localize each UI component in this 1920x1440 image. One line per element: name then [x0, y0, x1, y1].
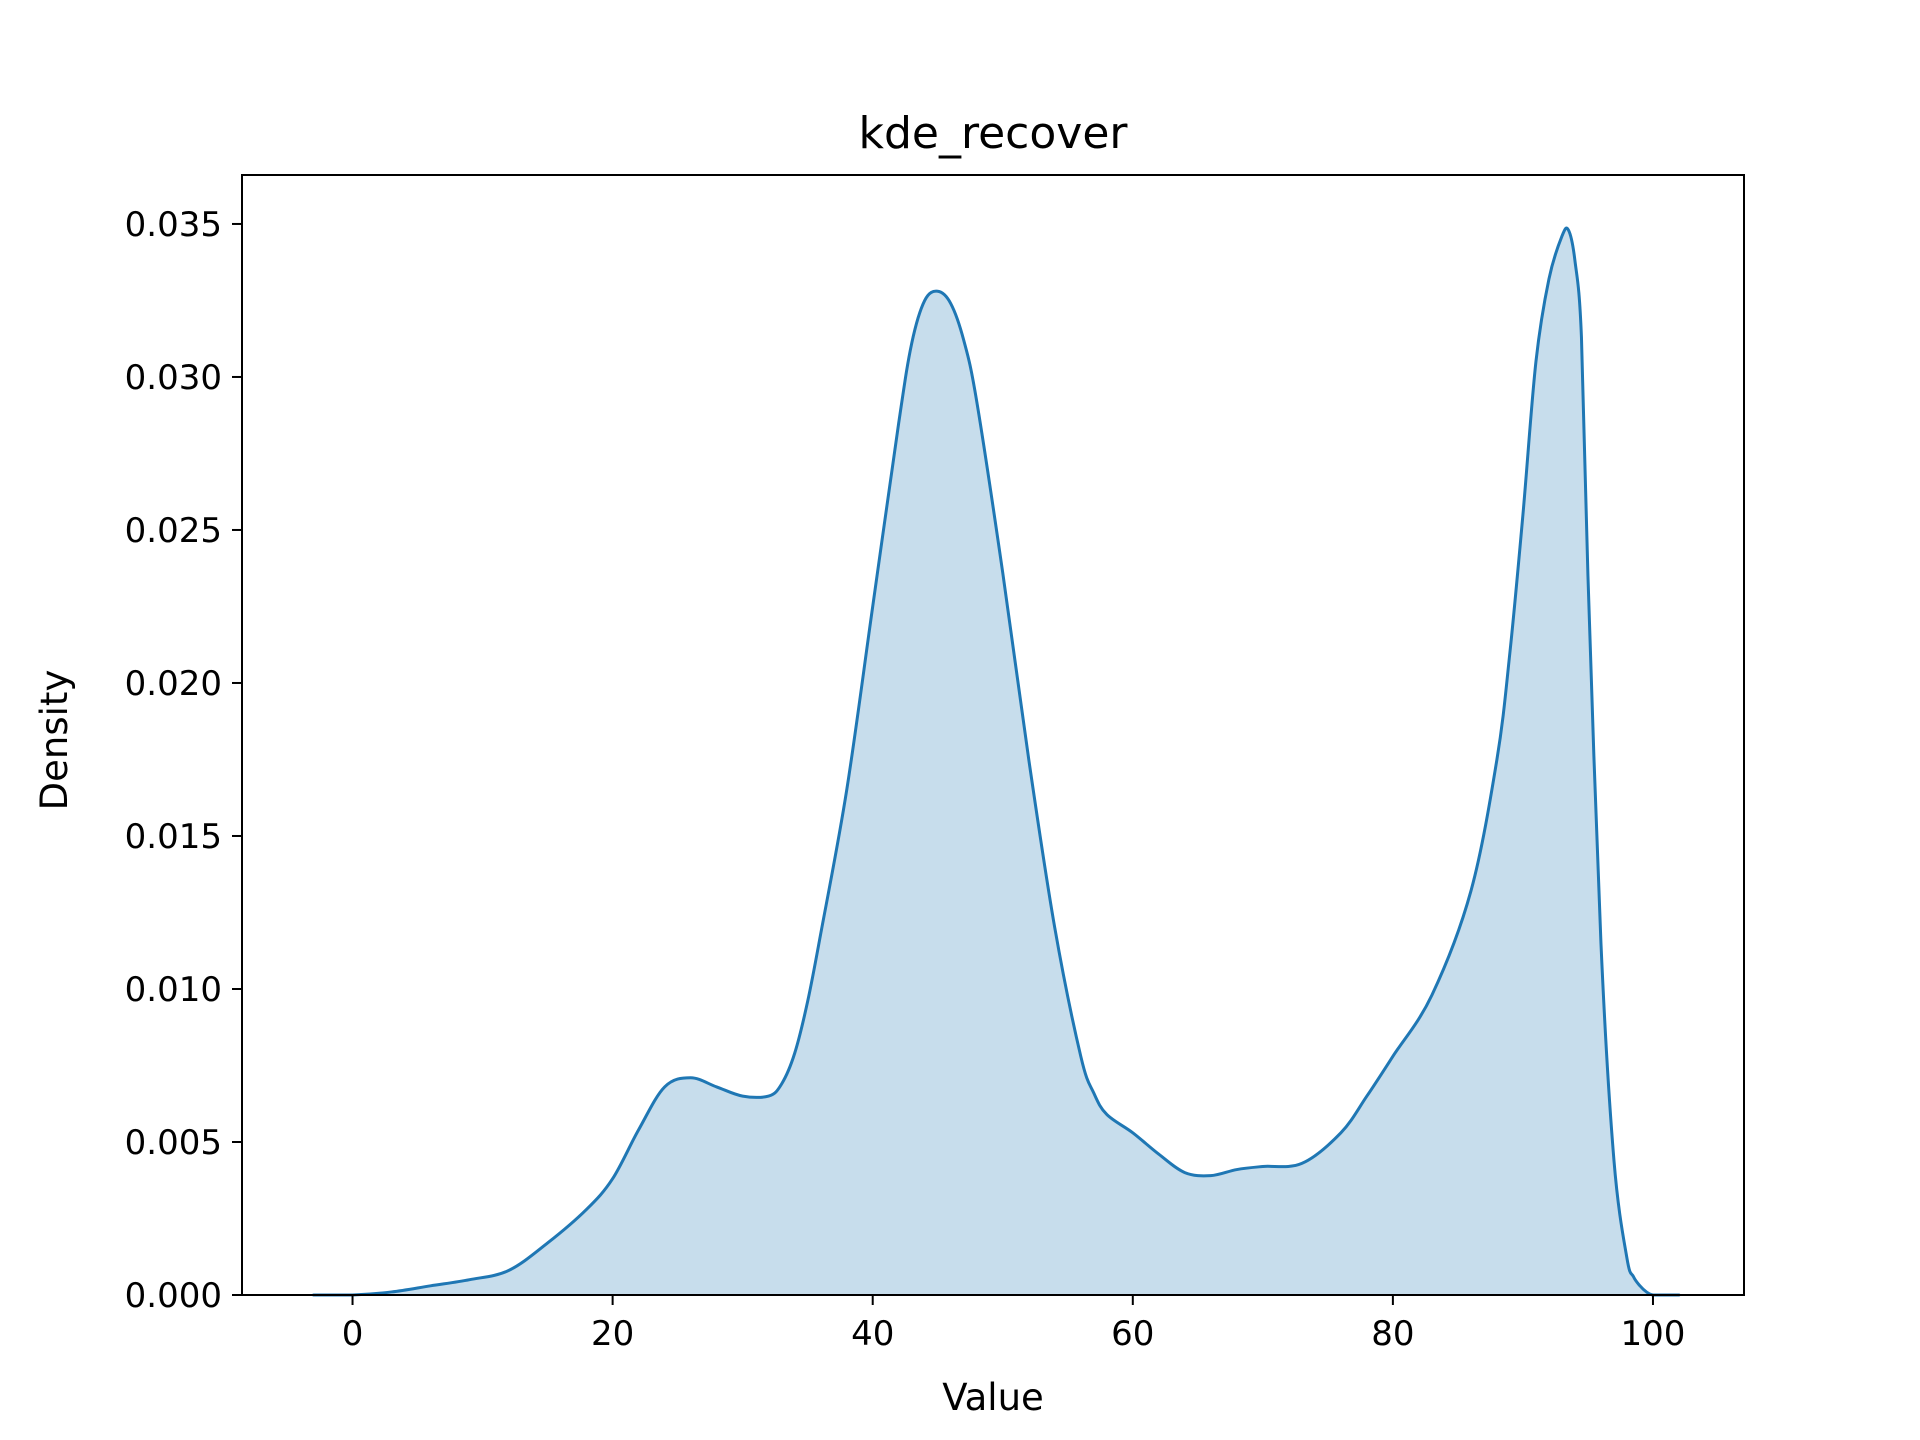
x-tick-label: 0 [342, 1314, 364, 1354]
y-tick-label: 0.015 [125, 817, 222, 857]
plot-area [312, 226, 1681, 1297]
y-tick-label: 0.000 [125, 1276, 222, 1316]
y-tick-label: 0.035 [125, 205, 222, 245]
y-tick-label: 0.020 [125, 664, 222, 704]
x-tick-label: 60 [1111, 1314, 1154, 1354]
x-tick-label: 100 [1621, 1314, 1686, 1354]
y-tick-label: 0.030 [125, 358, 222, 398]
density-curve [312, 226, 1681, 1297]
chart-title: kde_recover [859, 108, 1129, 159]
y-axis-label: Density [33, 670, 76, 811]
y-tick-label: 0.025 [125, 511, 222, 551]
y-tick-label: 0.005 [125, 1123, 222, 1163]
y-axis: 0.000 0.005 0.010 0.015 0.020 0.025 0.030 0.035 [125, 205, 242, 1316]
y-tick-label: 0.010 [125, 970, 222, 1010]
x-axis-label: Value [942, 1376, 1044, 1419]
plot-frame [241, 174, 1745, 1296]
x-axis: 0 20 40 60 80 100 [342, 1295, 1686, 1354]
x-tick-label: 40 [851, 1314, 894, 1354]
x-tick-label: 20 [591, 1314, 634, 1354]
density-area-fill [313, 228, 1679, 1295]
x-tick-label: 80 [1371, 1314, 1414, 1354]
